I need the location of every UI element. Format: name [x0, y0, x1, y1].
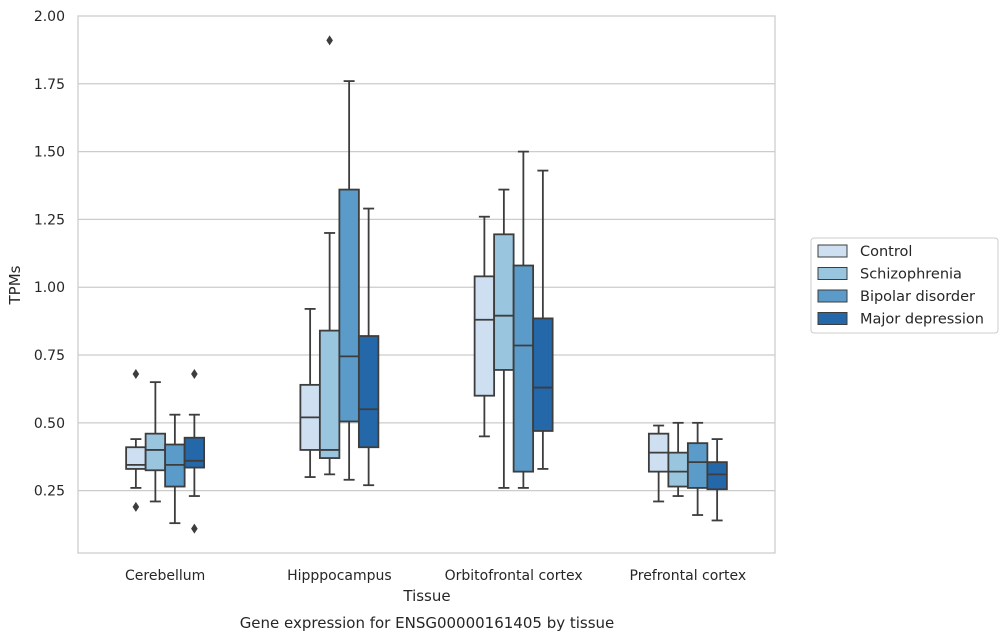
box-body: [144, 432, 167, 472]
box-body: [686, 442, 709, 489]
box-body: [532, 317, 554, 432]
box-group: [532, 169, 554, 470]
box-body: [183, 436, 206, 469]
box-body: [706, 461, 728, 491]
legend-label: Bipolar disorder: [860, 289, 975, 305]
box-body: [357, 335, 380, 449]
y-tick-label: 1.25: [34, 212, 65, 228]
box-body: [473, 275, 496, 397]
box-group: [357, 207, 380, 487]
outlier-marker: [132, 369, 140, 379]
box-group: [318, 35, 341, 476]
x-tick-label: Prefrontal cortex: [630, 568, 747, 584]
legend-swatch: [817, 244, 848, 258]
box-body: [512, 264, 535, 473]
legend-item: Control: [817, 244, 912, 260]
box-group: [299, 308, 321, 478]
outlier-marker: [132, 501, 140, 512]
box-group: [667, 421, 689, 497]
y-tick-label: 0.50: [34, 416, 65, 432]
box-group: [647, 424, 670, 503]
box-body: [667, 451, 689, 488]
x-tick-label: Orbitofrontal cortex: [445, 568, 583, 584]
y-tick-label: 1.00: [34, 280, 65, 296]
legend: Control Schizophrenia Bipolar disorder Majo…: [810, 237, 999, 334]
box-group: [706, 438, 728, 522]
x-tick-label: Hipppocampus: [287, 568, 392, 584]
y-tick-label: 2.00: [34, 9, 65, 25]
box-body: [318, 329, 341, 459]
box-group: [125, 369, 147, 512]
y-tick-labels: 0.25 0.50 0.75 1.00 1.25 1.50 1.75 2.00: [34, 9, 65, 500]
x-axis-label: Tissue: [402, 587, 450, 605]
legend-item: Bipolar disorder: [817, 289, 975, 305]
box-body: [338, 188, 360, 423]
y-tick-label: 1.75: [34, 77, 65, 93]
box-group: [183, 369, 206, 534]
box-group: [493, 188, 515, 489]
box-group: [686, 421, 709, 516]
y-axis-label: TPMs: [6, 265, 24, 305]
x-tick-labels: Cerebellum Hipppocampus Orbitofrontal cort…: [125, 568, 746, 584]
box-group: [338, 80, 360, 481]
box-group: [512, 150, 535, 489]
y-tick-label: 1.50: [34, 145, 65, 161]
x-tick-label: Cerebellum: [125, 568, 205, 584]
legend-label: Major depression: [860, 312, 984, 328]
outlier-marker: [326, 35, 333, 46]
box-groups: [125, 35, 728, 534]
legend-label: Control: [860, 244, 912, 260]
legend-swatch: [817, 267, 848, 280]
chart-caption: Gene expression for ENSG00000161405 by t…: [240, 614, 615, 632]
legend-frame: [810, 237, 999, 334]
outlier-marker: [191, 369, 198, 379]
box-group: [473, 215, 496, 438]
box-group: [144, 381, 167, 503]
legend-label: Schizophrenia: [860, 267, 962, 283]
outlier-marker: [191, 523, 198, 534]
box-body: [493, 233, 515, 371]
box-group: [164, 413, 186, 525]
legend-item: Schizophrenia: [817, 267, 962, 283]
grid-lines: [78, 83, 775, 492]
legend-swatch: [817, 289, 848, 303]
legend-item: Major depression: [817, 312, 984, 328]
legend-swatch: [817, 312, 848, 325]
y-tick-label: 0.75: [34, 348, 65, 364]
plot-frame: [77, 15, 776, 554]
y-tick-label: 0.25: [34, 484, 65, 500]
